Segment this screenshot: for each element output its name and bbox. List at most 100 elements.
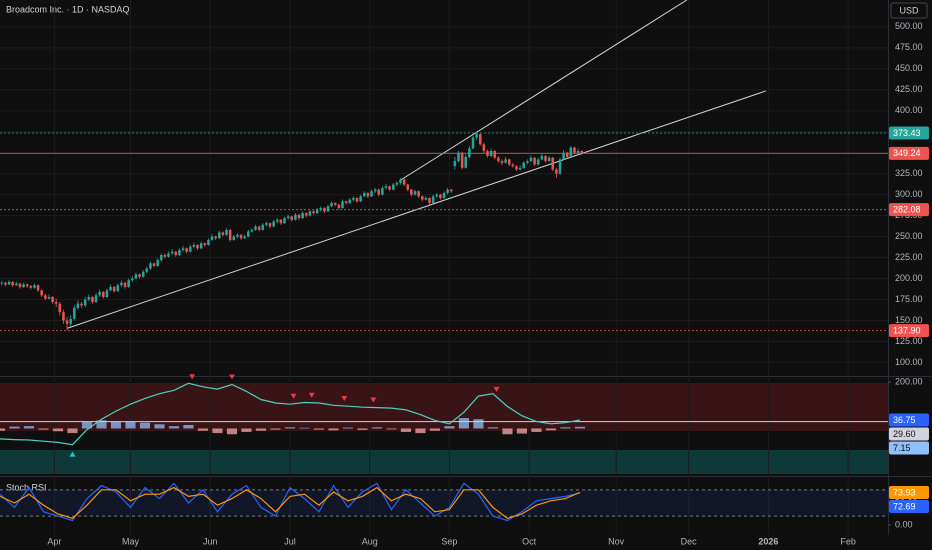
histogram-bar [197, 428, 209, 431]
trendline [400, 0, 688, 181]
histogram-bar [400, 428, 412, 432]
y-tick-label: 450.00 [895, 63, 923, 73]
histogram-bar [502, 428, 513, 435]
candle-body [149, 263, 152, 269]
candle-body [156, 260, 159, 266]
candle-body [301, 213, 304, 219]
candle-body [214, 236, 217, 239]
y-tick-label: 425.00 [895, 84, 923, 94]
candle-body [439, 194, 442, 198]
candle-body [36, 285, 40, 291]
candle-body [174, 251, 178, 256]
candle-body [486, 151, 489, 157]
candle-body [471, 137, 475, 149]
histogram-bar [110, 421, 122, 429]
candle-body [15, 283, 18, 286]
price-label-bg [889, 485, 929, 499]
candle-body [373, 189, 377, 192]
x-tick-label: Dec [681, 536, 698, 546]
histogram-bar [313, 428, 325, 430]
price-label-bg [889, 203, 929, 217]
histogram-bar [415, 428, 426, 434]
y-tick-label: 175.00 [895, 294, 923, 304]
candle-body [116, 285, 120, 292]
candle-body [526, 161, 529, 163]
y-tick-label: 125.00 [895, 336, 923, 346]
candle-body [337, 204, 341, 209]
candle-body [333, 203, 337, 205]
price-label: 73.93 [893, 487, 916, 497]
histogram-bar [357, 428, 368, 430]
histogram-bar [574, 426, 585, 429]
candle-body [381, 187, 384, 195]
indicator-line [0, 482, 581, 522]
histogram-bar [560, 427, 571, 429]
candle-body [547, 157, 551, 162]
price-label-bg [889, 427, 929, 441]
histogram-bar [328, 428, 339, 431]
x-tick-label: Sep [441, 536, 457, 546]
candle-body [228, 229, 232, 240]
histogram-bar [241, 428, 252, 432]
candle-body [507, 159, 511, 165]
candle-body [569, 147, 573, 157]
candle-body [522, 162, 526, 168]
y-tick-label: 475.00 [895, 42, 923, 52]
candle-body [497, 157, 500, 162]
histogram-bar [226, 428, 238, 435]
candle-body [449, 189, 453, 192]
candle-body [265, 223, 268, 225]
candle-body [500, 161, 504, 163]
candle-body [29, 286, 33, 288]
currency-box[interactable] [890, 2, 928, 19]
histogram-bar [473, 419, 484, 429]
symbol-title: Broadcom Inc. · 1D · NASDAQ [6, 4, 130, 14]
candle-body [384, 186, 388, 188]
candle-body [533, 157, 536, 165]
candle-body [341, 201, 344, 209]
candle-body [428, 197, 431, 204]
candle-body [504, 159, 507, 163]
candle-body [478, 134, 482, 145]
oversold-zone [0, 450, 888, 474]
histogram-bar [270, 428, 281, 430]
candle-body [207, 239, 210, 245]
candle-body [80, 303, 83, 306]
histogram-bar [284, 427, 296, 429]
candle-body [420, 196, 424, 200]
candle-body [290, 216, 294, 220]
candle-body [192, 244, 196, 247]
price-label: 373.43 [893, 128, 921, 138]
histogram-bar [386, 428, 397, 430]
candle-body [69, 318, 72, 324]
price-label: 282.08 [893, 205, 921, 215]
candle-body [25, 284, 29, 287]
candle-body [297, 214, 301, 219]
candle-body [395, 182, 399, 185]
candle-body [286, 216, 290, 219]
candle-body [239, 234, 243, 239]
candle-body [199, 243, 203, 249]
candle-body [424, 197, 428, 200]
histogram-bar [23, 426, 35, 429]
price-label: 137.90 [893, 325, 921, 335]
price-label: 7.15 [893, 443, 911, 453]
histogram-bar [0, 428, 6, 431]
y-tick-label: 400.00 [895, 105, 923, 115]
candle-body [399, 179, 402, 183]
currency: USD [899, 5, 919, 15]
histogram-bar [81, 421, 93, 429]
candle-body [402, 179, 406, 185]
candle-body [493, 151, 497, 158]
candle-body [268, 223, 272, 227]
indicator-line [0, 382, 581, 446]
y-tick-label: 150.00 [895, 315, 923, 325]
histogram-bar [545, 428, 556, 431]
candle-body [131, 278, 134, 281]
x-tick-label: Apr [47, 536, 61, 546]
price-label-bg [889, 441, 929, 455]
histogram-bar [52, 428, 64, 432]
y-tick-label: 200.00 [895, 377, 923, 387]
x-tick-label: Jul [284, 536, 296, 546]
price-label-bg [889, 126, 929, 140]
